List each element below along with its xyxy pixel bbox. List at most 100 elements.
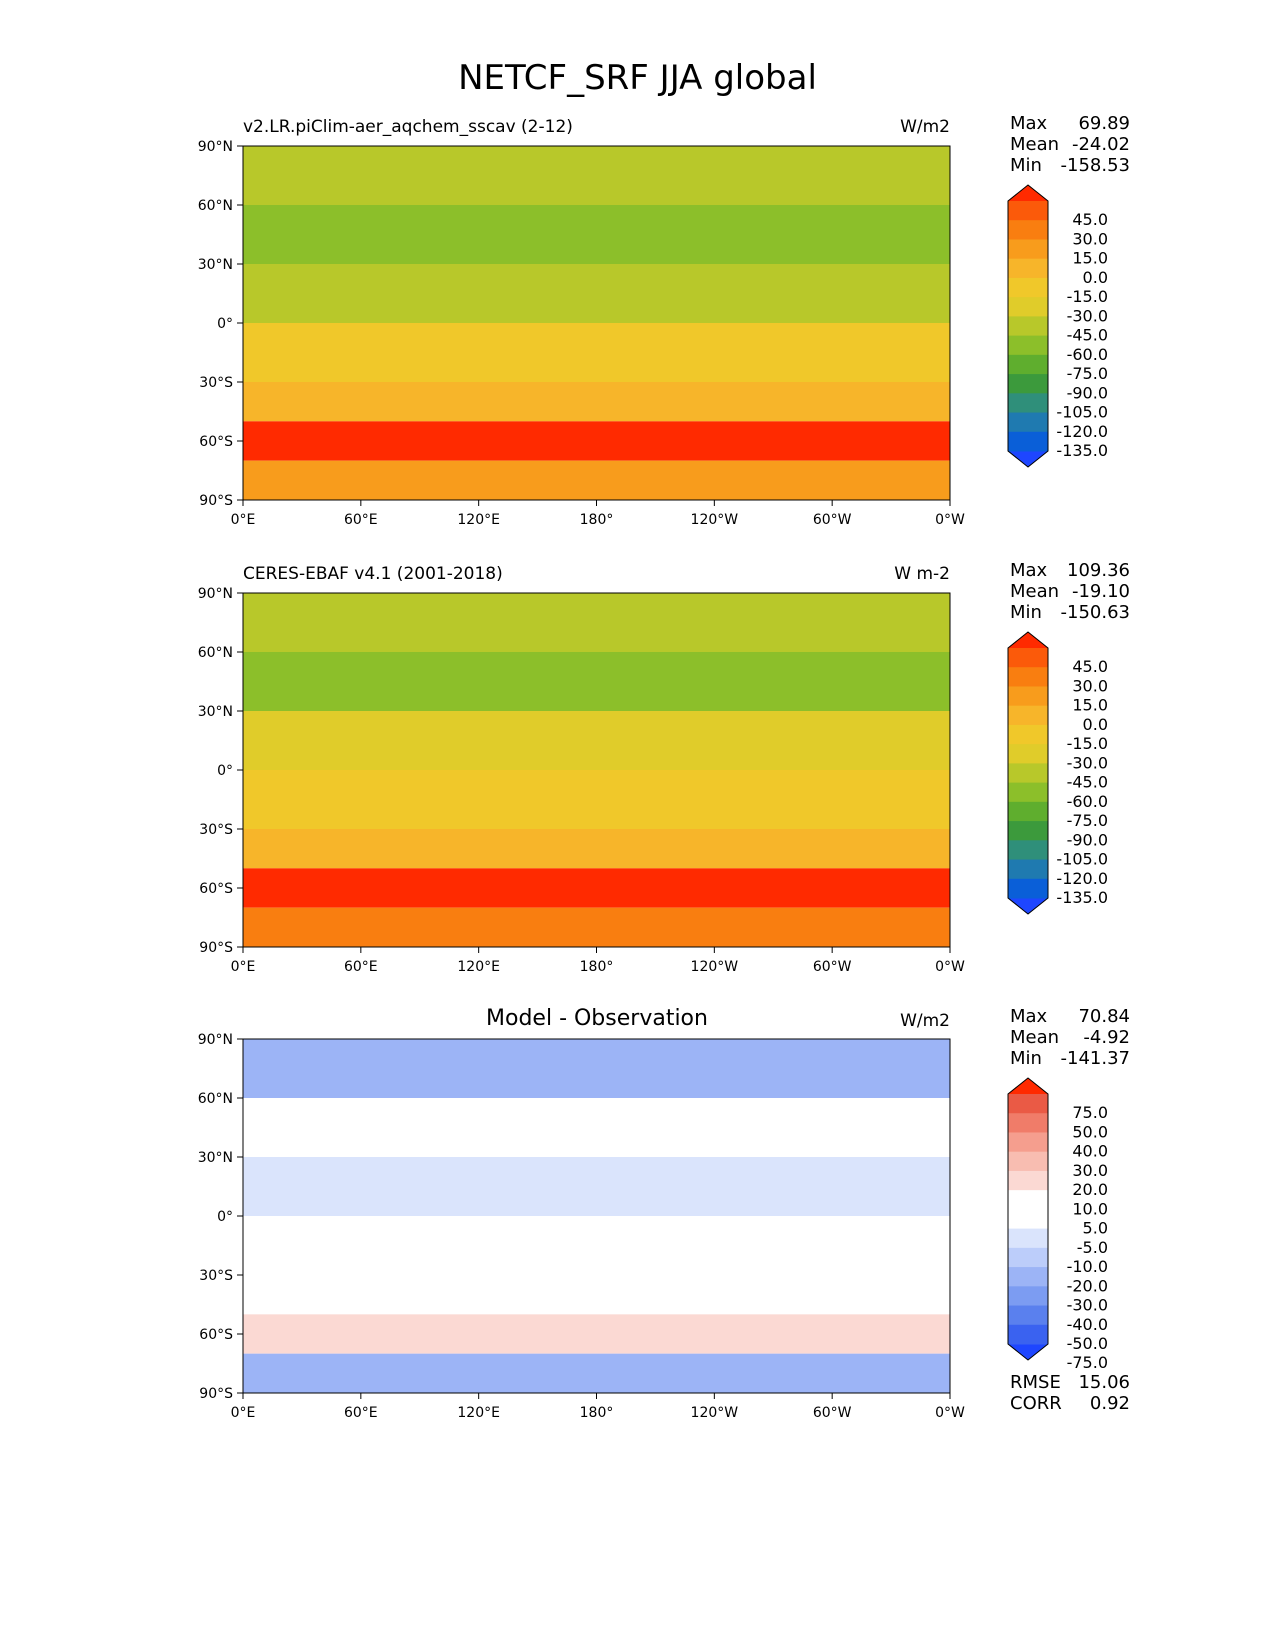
lat-tick-label: 0° xyxy=(217,1209,233,1225)
zonal-band xyxy=(243,1314,950,1354)
colorbar-bin xyxy=(1008,667,1048,687)
colorbar-level-label: 15.0 xyxy=(1072,249,1108,268)
stat-max-label: Max xyxy=(1010,113,1048,134)
lat-tick-label: 30°N xyxy=(198,1150,233,1166)
colorbar-bin xyxy=(1008,1170,1048,1191)
stat-max-label: Max xyxy=(1010,560,1048,581)
colorbar-bin xyxy=(1008,393,1048,414)
colorbar-bin xyxy=(1008,354,1048,375)
zonal-band xyxy=(243,868,950,908)
colorbar-bin xyxy=(1008,431,1048,452)
lon-tick-label: 120°W xyxy=(691,959,739,975)
zonal-band xyxy=(243,907,950,947)
stat-min-label: Min xyxy=(1010,602,1042,623)
lat-tick-label: 0° xyxy=(217,316,233,332)
colorbar-level-label: -135.0 xyxy=(1056,888,1108,907)
lon-tick-label: 60°W xyxy=(813,1405,852,1421)
colorbar-bin xyxy=(1008,316,1048,337)
colorbar-level-label: 10.0 xyxy=(1072,1199,1108,1218)
lat-tick-label: 60°S xyxy=(199,881,233,897)
colorbar-bin xyxy=(1008,1305,1048,1326)
colorbar-bin xyxy=(1008,1190,1048,1210)
lat-tick-label: 90°N xyxy=(198,139,233,155)
colorbar-bin xyxy=(1008,763,1048,784)
lat-tick-label: 90°N xyxy=(198,1032,233,1048)
lat-tick-label: 30°S xyxy=(199,1268,233,1284)
lon-tick-label: 180° xyxy=(580,512,614,528)
lon-tick-label: 180° xyxy=(580,1405,614,1421)
colorbar-level-label: 75.0 xyxy=(1072,1103,1108,1122)
metric-rmse-label: RMSE xyxy=(1010,1372,1061,1393)
lon-tick-label: 120°E xyxy=(457,959,500,975)
stat-mean-value: -24.02 xyxy=(1071,134,1130,155)
colorbar-extend-max xyxy=(1008,632,1048,648)
colorbar-level-label: -60.0 xyxy=(1067,792,1108,811)
colorbar-outline xyxy=(1007,631,1049,915)
colorbar-level-label: -75.0 xyxy=(1067,811,1108,830)
zonal-band xyxy=(243,1216,950,1275)
lon-tick-label: 60°E xyxy=(344,959,378,975)
colorbar-bin xyxy=(1008,686,1048,707)
colorbar-level-label: 50.0 xyxy=(1072,1122,1108,1141)
colorbar-level-label: -15.0 xyxy=(1067,287,1108,306)
lon-tick-label: 0°W xyxy=(935,959,965,975)
zonal-band xyxy=(243,1098,950,1157)
colorbar-bin xyxy=(1008,782,1048,803)
colorbar-obs: 45.030.015.00.0-15.0-30.0-45.0-60.0-75.0… xyxy=(1007,631,1108,915)
zonal-band xyxy=(243,146,950,205)
zonal-band xyxy=(243,770,950,829)
colorbar-level-label: 0.0 xyxy=(1083,715,1108,734)
metric-corr-label: CORR xyxy=(1010,1393,1062,1414)
colorbar-outline xyxy=(1007,184,1049,468)
colorbar-level-label: -45.0 xyxy=(1067,773,1108,792)
colorbar-bin xyxy=(1008,297,1048,317)
colorbar-outline xyxy=(1007,1077,1049,1361)
colorbar-level-label: 0.0 xyxy=(1083,268,1108,287)
lon-tick-label: 60°W xyxy=(813,959,852,975)
zonal-band xyxy=(243,593,950,652)
zonal-band xyxy=(243,829,950,869)
lon-tick-label: 180° xyxy=(580,959,614,975)
zonal-band xyxy=(243,264,950,323)
colorbar-level-label: 30.0 xyxy=(1072,676,1108,695)
colorbar-bin xyxy=(1008,1209,1048,1230)
lat-tick-label: 30°N xyxy=(198,704,233,720)
colorbar-bin xyxy=(1008,1132,1048,1153)
lon-tick-label: 120°W xyxy=(691,1405,739,1421)
colorbar-bin xyxy=(1008,801,1048,822)
zonal-band xyxy=(243,460,950,500)
colorbar-level-label: -50.0 xyxy=(1067,1334,1108,1353)
lon-tick-label: 60°E xyxy=(344,512,378,528)
metric-rmse-value: 15.06 xyxy=(1078,1372,1130,1393)
lat-tick-label: 60°S xyxy=(199,1327,233,1343)
lon-tick-label: 120°E xyxy=(457,1405,500,1421)
lat-tick-label: 30°N xyxy=(198,257,233,273)
colorbar-level-label: -30.0 xyxy=(1067,753,1108,772)
stat-mean-label: Mean xyxy=(1010,581,1060,602)
colorbar-bin xyxy=(1008,648,1048,668)
colorbar-level-label: 30.0 xyxy=(1072,1161,1108,1180)
zonal-band xyxy=(243,205,950,264)
colorbar-model: 45.030.015.00.0-15.0-30.0-45.0-60.0-75.0… xyxy=(1007,184,1108,468)
zonal-band xyxy=(243,1275,950,1315)
colorbar-bin xyxy=(1008,724,1048,745)
figure-title: NETCF_SRF JJA global xyxy=(458,58,817,98)
panel-diff-title: Model - Observation xyxy=(486,1006,708,1031)
colorbar-level-label: -20.0 xyxy=(1067,1276,1108,1295)
zonal-band xyxy=(243,1157,950,1216)
colorbar-level-label: -135.0 xyxy=(1056,441,1108,460)
stat-min-value: -141.37 xyxy=(1060,1048,1130,1069)
colorbar-bin xyxy=(1008,239,1048,260)
colorbar-level-label: -60.0 xyxy=(1067,345,1108,364)
colorbar-level-label: 40.0 xyxy=(1072,1142,1108,1161)
colorbar-bin xyxy=(1008,374,1048,394)
colorbar-bin xyxy=(1008,878,1048,899)
colorbar-extend-max xyxy=(1008,1078,1048,1094)
stat-mean-value: -19.10 xyxy=(1071,581,1130,602)
panel-model-title: v2.LR.piClim-aer_aqchem_sscav (2-12) xyxy=(243,117,573,137)
panel-obs: CERES-EBAF v4.1 (2001-2018) W m-2 90°N 60… xyxy=(0,560,1275,1032)
map-model: 90°N 60°N 30°N 0° 30°S 60°S 90°S 0°E 60°E 120°E 18… xyxy=(198,139,965,528)
lat-tick-label: 90°S xyxy=(199,1386,233,1402)
colorbar-bin xyxy=(1008,1094,1048,1114)
panel-obs-title: CERES-EBAF v4.1 (2001-2018) xyxy=(243,564,503,584)
